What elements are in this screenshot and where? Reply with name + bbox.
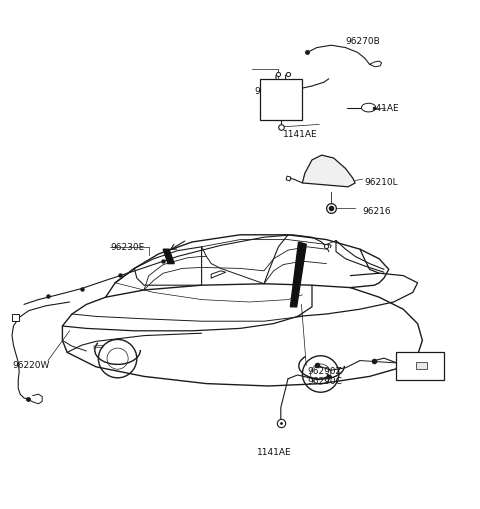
Text: 96270A: 96270A	[254, 87, 289, 96]
Bar	[416, 362, 427, 370]
Bar	[12, 315, 19, 322]
Text: 96270B: 96270B	[346, 37, 380, 46]
FancyBboxPatch shape	[396, 353, 444, 381]
Text: 96210L: 96210L	[365, 178, 398, 187]
Ellipse shape	[361, 104, 376, 112]
Text: 96290C: 96290C	[307, 376, 342, 385]
Polygon shape	[302, 156, 355, 187]
Polygon shape	[163, 250, 174, 264]
FancyBboxPatch shape	[260, 79, 302, 121]
Polygon shape	[290, 242, 306, 307]
Text: 1141AE: 1141AE	[365, 104, 399, 113]
Text: 96216: 96216	[362, 207, 391, 216]
Text: 1141AE: 1141AE	[283, 130, 318, 139]
Text: 96290Z: 96290Z	[307, 366, 342, 375]
Text: 1141AE: 1141AE	[257, 447, 291, 457]
Text: 96290R: 96290R	[403, 371, 438, 380]
Text: 96220W: 96220W	[12, 360, 49, 369]
Text: 96230E: 96230E	[110, 243, 144, 252]
